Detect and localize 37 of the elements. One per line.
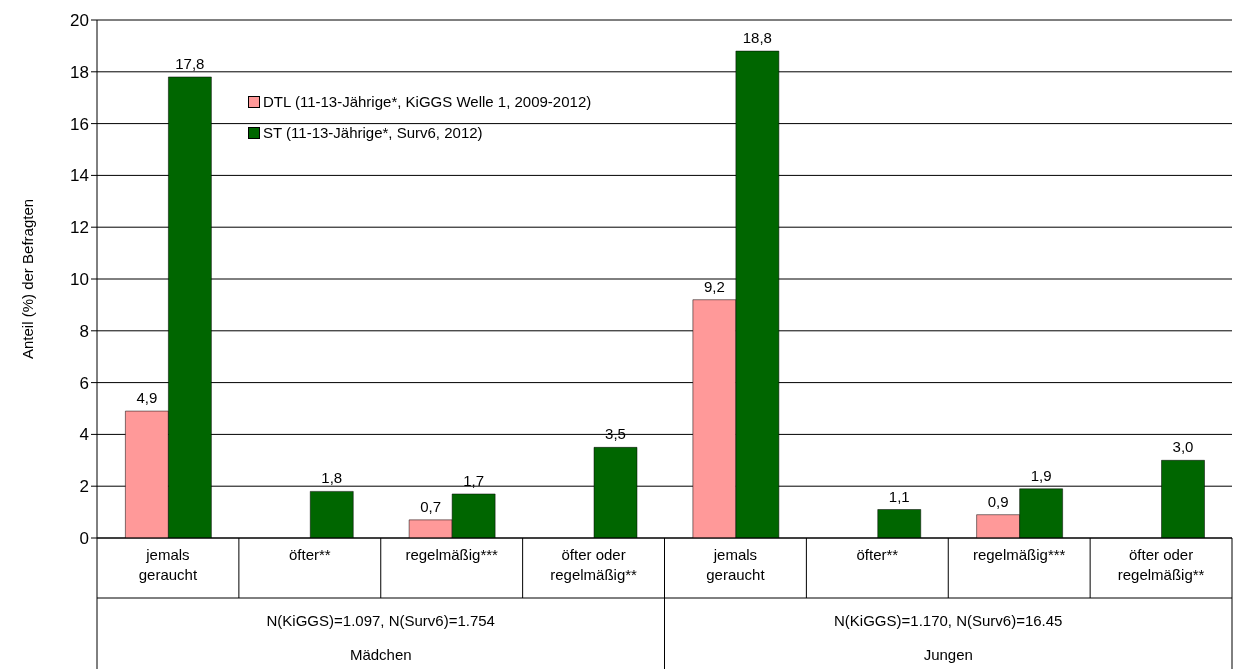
text: Mädchen bbox=[349, 646, 412, 663]
data-label: 17,8 bbox=[175, 54, 205, 72]
data-label: 1,1 bbox=[888, 487, 910, 505]
text: Jungen bbox=[923, 646, 973, 663]
data-label: 0,9 bbox=[987, 492, 1009, 510]
y-tick-label: 0 bbox=[79, 529, 89, 549]
data-label: 0,7 bbox=[420, 497, 442, 515]
x-tick-label: öfter** bbox=[288, 546, 331, 563]
y-tick-label: 6 bbox=[79, 373, 89, 393]
y-tick-label: 14 bbox=[70, 166, 89, 186]
data-label: 18,8 bbox=[742, 29, 772, 47]
legend-label: DTL (11-13-Jährige*, KiGGS Welle 1, 2009-2012) bbox=[263, 93, 592, 110]
data-label: 4,9 bbox=[136, 389, 158, 407]
data-label: 1,9 bbox=[1030, 466, 1052, 484]
text: N(KiGGS)=1.097, N(Surv6)=1.754 bbox=[266, 612, 495, 629]
data-label: 1,7 bbox=[463, 471, 485, 489]
y-axis-title: Anteil (%) der Befragten bbox=[19, 198, 37, 359]
data-label: 3,0 bbox=[1172, 438, 1194, 456]
data-label: 9,2 bbox=[703, 277, 725, 295]
y-tick-label: 20 bbox=[70, 11, 89, 31]
text: N(KiGGS)=1.170, N(Surv6)=16.45 bbox=[834, 612, 1063, 629]
y-tick-label: 12 bbox=[70, 218, 89, 238]
y-tick-label: 2 bbox=[79, 477, 89, 497]
y-tick-label: 16 bbox=[70, 114, 89, 134]
y-tick-label: 4 bbox=[79, 425, 89, 445]
x-tick-label: jemals geraucht bbox=[706, 546, 766, 583]
x-tick-label: öfter oder regelmäßig** bbox=[1117, 546, 1205, 583]
data-label: 1,8 bbox=[321, 469, 343, 487]
legend-label: ST (11-13-Jährige*, Surv6, 2012) bbox=[263, 124, 483, 141]
x-tick-label: regelmäßig*** bbox=[405, 546, 499, 563]
x-tick-label: jemals geraucht bbox=[138, 546, 198, 583]
y-tick-label: 10 bbox=[70, 270, 89, 290]
x-tick-label: regelmäßig*** bbox=[972, 546, 1066, 563]
y-tick-label: 8 bbox=[79, 321, 89, 341]
y-tick-label: 18 bbox=[70, 62, 89, 82]
x-tick-label: öfter** bbox=[856, 546, 899, 563]
x-tick-label: öfter oder regelmäßig** bbox=[550, 546, 638, 583]
